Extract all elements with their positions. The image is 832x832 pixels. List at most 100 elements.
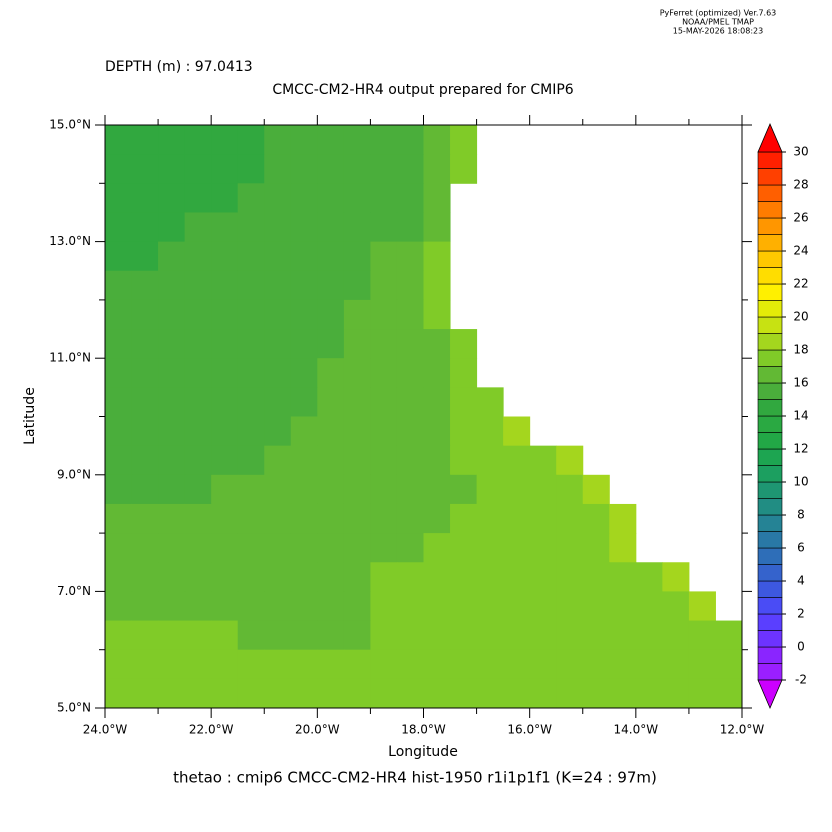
grid-cell bbox=[423, 474, 451, 505]
grid-cell bbox=[317, 562, 345, 592]
grid-cell bbox=[184, 154, 212, 184]
grid-cell bbox=[105, 299, 133, 330]
grid-cell bbox=[556, 503, 584, 534]
grid-cell bbox=[131, 562, 159, 592]
grid-cell bbox=[503, 533, 531, 563]
grid-cell bbox=[158, 212, 186, 243]
grid-cell bbox=[343, 620, 371, 651]
grid-cell bbox=[237, 125, 265, 155]
grid-cell bbox=[105, 183, 133, 213]
grid-cell bbox=[343, 533, 371, 563]
grid-cell bbox=[423, 591, 451, 622]
colorbar-band bbox=[757, 217, 783, 235]
grid-cell bbox=[158, 474, 186, 505]
grid-cell bbox=[396, 125, 424, 155]
colorbar-tick-label: 12 bbox=[793, 442, 808, 456]
grid-cell bbox=[450, 358, 478, 388]
grid-cell bbox=[396, 212, 424, 243]
colorbar-tick-label: 18 bbox=[793, 343, 808, 357]
grid-cell bbox=[423, 503, 451, 534]
grid-cell bbox=[105, 212, 133, 243]
grid-cell bbox=[396, 299, 424, 330]
grid-cell bbox=[396, 358, 424, 388]
grid-cell bbox=[264, 125, 292, 155]
grid-cell bbox=[158, 591, 186, 622]
grid-cell bbox=[237, 212, 265, 243]
grid-cell bbox=[131, 503, 159, 534]
grid-cell bbox=[476, 562, 504, 592]
grid-cell bbox=[184, 678, 212, 709]
grid-cell bbox=[317, 212, 345, 243]
grid-cell bbox=[370, 445, 398, 476]
grid-cell bbox=[264, 445, 292, 476]
grid-cell bbox=[476, 387, 504, 417]
grid-cell bbox=[105, 387, 133, 417]
grid-cell bbox=[396, 533, 424, 563]
grid-cell bbox=[184, 183, 212, 213]
x-axis-label: Longitude bbox=[388, 744, 458, 760]
grid-cell bbox=[264, 533, 292, 563]
grid-cell bbox=[131, 591, 159, 622]
grid-cell bbox=[290, 329, 318, 359]
grid-cell bbox=[396, 270, 424, 301]
grid-cell bbox=[264, 649, 292, 680]
grid-cell bbox=[184, 503, 212, 534]
grid-cell bbox=[264, 329, 292, 359]
grid-cell bbox=[131, 125, 159, 155]
grid-cell bbox=[370, 562, 398, 592]
grid-cell bbox=[211, 678, 239, 709]
grid-cell bbox=[423, 678, 451, 709]
header-line: 15-MAY-2026 18:08:23 bbox=[673, 27, 763, 36]
grid-cell bbox=[105, 270, 133, 301]
y-tick-label: 9.0°N bbox=[57, 467, 91, 481]
grid-cell bbox=[237, 562, 265, 592]
grid-cell bbox=[290, 474, 318, 505]
grid-cell bbox=[476, 533, 504, 563]
grid-cell bbox=[450, 678, 478, 709]
grid-cell bbox=[317, 416, 345, 447]
grid-cell bbox=[290, 387, 318, 417]
grid-cell bbox=[131, 270, 159, 301]
header-line: PyFerret (optimized) Ver.7.63 bbox=[660, 9, 777, 18]
grid-cell bbox=[158, 416, 186, 447]
grid-cell bbox=[450, 387, 478, 417]
grid-cell bbox=[131, 649, 159, 680]
grid-cell bbox=[450, 562, 478, 592]
grid-cell bbox=[131, 299, 159, 330]
grid-cell bbox=[211, 125, 239, 155]
grid-cell bbox=[290, 358, 318, 388]
grid-cell bbox=[158, 620, 186, 651]
grid-cell bbox=[503, 620, 531, 651]
grid-cell bbox=[264, 503, 292, 534]
grid-cell bbox=[290, 270, 318, 301]
grid-cell bbox=[503, 474, 531, 505]
grid-cell bbox=[635, 562, 663, 592]
grid-cell bbox=[105, 154, 133, 184]
grid-cell bbox=[158, 503, 186, 534]
colorbar-under bbox=[757, 679, 783, 710]
grid-cell bbox=[396, 474, 424, 505]
grid-cell bbox=[450, 125, 478, 155]
grid-cell bbox=[343, 125, 371, 155]
grid-cell bbox=[105, 416, 133, 447]
grid-cell bbox=[688, 649, 716, 680]
grid-cell bbox=[158, 649, 186, 680]
grid-cell bbox=[264, 241, 292, 272]
colorbar-tick-label: 14 bbox=[793, 409, 808, 423]
grid-cell bbox=[476, 620, 504, 651]
colorbar-band bbox=[757, 399, 783, 417]
grid-cell bbox=[158, 299, 186, 330]
grid-cell bbox=[237, 474, 265, 505]
grid-cell bbox=[556, 445, 584, 476]
grid-cell bbox=[131, 678, 159, 709]
grid-cell bbox=[158, 387, 186, 417]
grid-cell bbox=[370, 620, 398, 651]
grid-cell bbox=[529, 445, 557, 476]
grid-cell bbox=[609, 649, 637, 680]
grid-cell bbox=[662, 678, 690, 709]
grid-cell bbox=[184, 474, 212, 505]
colorbar-band bbox=[757, 349, 783, 367]
grid-cell bbox=[317, 474, 345, 505]
grid-cell bbox=[211, 416, 239, 447]
grid-cell bbox=[423, 387, 451, 417]
